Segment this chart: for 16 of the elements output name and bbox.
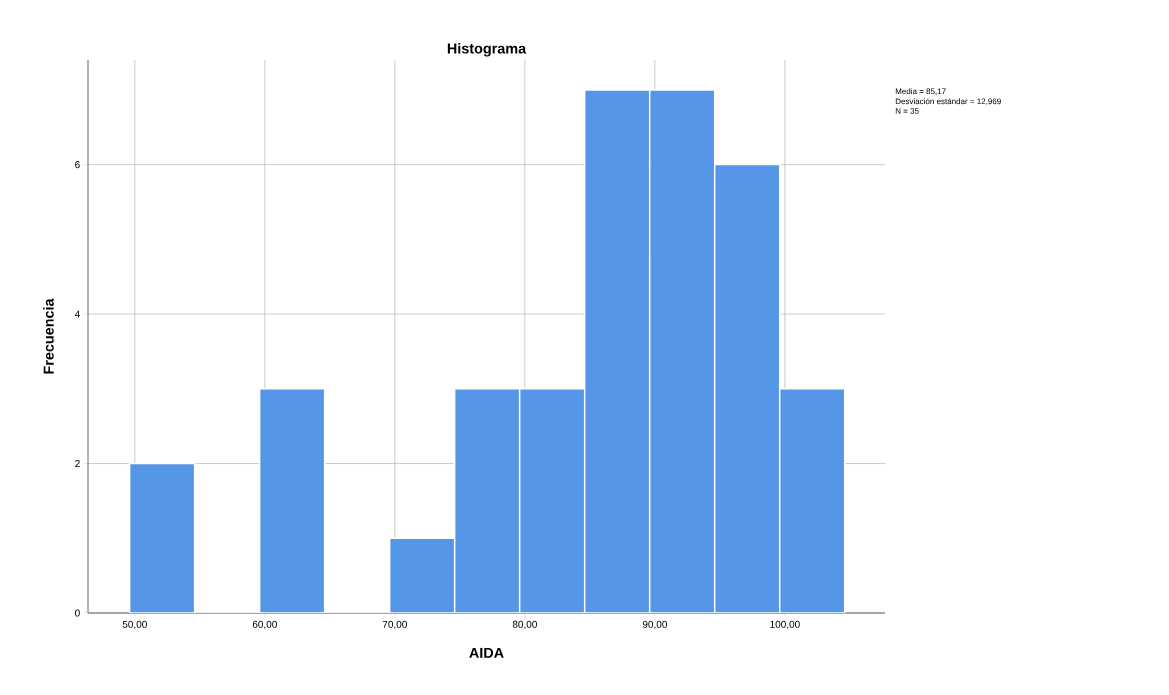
text: N = 35 — [895, 108, 919, 114]
y-tick-label: 4 — [74, 310, 80, 318]
y-tick-label: 2 — [75, 460, 80, 468]
y-tick-label: 6 — [75, 161, 80, 169]
x-tick-label: 80,00 — [512, 620, 537, 630]
x-tick-label: 60,00 — [252, 620, 277, 630]
text: Desviación estándar = 12,969 — [895, 98, 1001, 106]
x-tick-label: 100,00 — [770, 620, 800, 630]
y-tick-label: 0 — [75, 609, 80, 617]
x-axis-title: AIDA — [469, 647, 504, 658]
y-axis-title: Frecuencia — [43, 298, 54, 374]
chart-title: Histograma — [447, 42, 527, 57]
x-tick-label: 50,00 — [122, 620, 147, 630]
text: Media = 85,17 — [895, 88, 946, 95]
x-tick-label: 90,00 — [642, 620, 667, 630]
x-tick-label: 70,00 — [382, 620, 407, 630]
